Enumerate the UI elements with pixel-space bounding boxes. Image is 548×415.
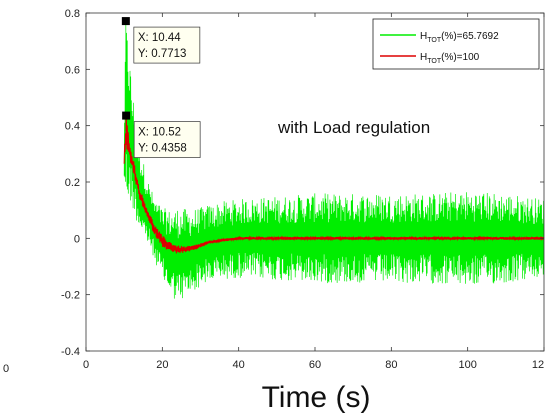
y-tick-label: 0.8 bbox=[65, 8, 80, 20]
x-tick-label: 20 bbox=[156, 359, 168, 371]
datatip-marker[interactable] bbox=[122, 111, 131, 120]
legend-box bbox=[372, 18, 540, 70]
legend-entry-green: HTOT(%)=65.7692 bbox=[420, 31, 499, 44]
y-tick-label: 0 bbox=[74, 233, 80, 245]
series-line-green bbox=[123, 21, 544, 299]
y-tick-label: 0.4 bbox=[65, 121, 80, 133]
x-axis-label: Time (s) bbox=[262, 381, 371, 414]
y-tick-label: -0.4 bbox=[61, 346, 80, 358]
x-tick-label: 40 bbox=[233, 359, 245, 371]
x-tick-label: 80 bbox=[385, 359, 397, 371]
x-tick-label: 60 bbox=[309, 359, 321, 371]
datatips-layer: X: 10.44 Y: 0.7713 X: 10.52 Y: 0.4358 bbox=[121, 17, 201, 158]
x-tick-label: 0 bbox=[83, 359, 89, 371]
datatip-x-text: X: 10.52 bbox=[138, 127, 181, 139]
x-tick-label: 12 bbox=[532, 359, 544, 371]
datatip-y-text: Y: 0.4358 bbox=[138, 143, 187, 155]
stray-tick-label: 0 bbox=[3, 363, 9, 375]
legend-entry-red: HTOT(%)=100 bbox=[420, 52, 480, 65]
y-tick-label: -0.2 bbox=[61, 290, 80, 302]
datatip-x-text: X: 10.44 bbox=[138, 32, 181, 44]
legend: HTOT(%)=65.7692 HTOT(%)=100 bbox=[372, 18, 540, 70]
datatip-box bbox=[133, 121, 201, 158]
datatip-marker[interactable] bbox=[121, 17, 130, 26]
axes-layer: 0.80.60.40.20-0.2-0.40 20 40 60 80 100 12 bbox=[61, 8, 545, 371]
annotation-label: with Load regulation bbox=[277, 118, 430, 137]
x-tick-label: 100 bbox=[458, 359, 476, 371]
y-tick-label: 0.6 bbox=[65, 64, 80, 76]
datatip-box bbox=[133, 26, 201, 64]
y-tick-label: 0.2 bbox=[65, 177, 80, 189]
datatip-y-text: Y: 0.7713 bbox=[138, 48, 187, 60]
